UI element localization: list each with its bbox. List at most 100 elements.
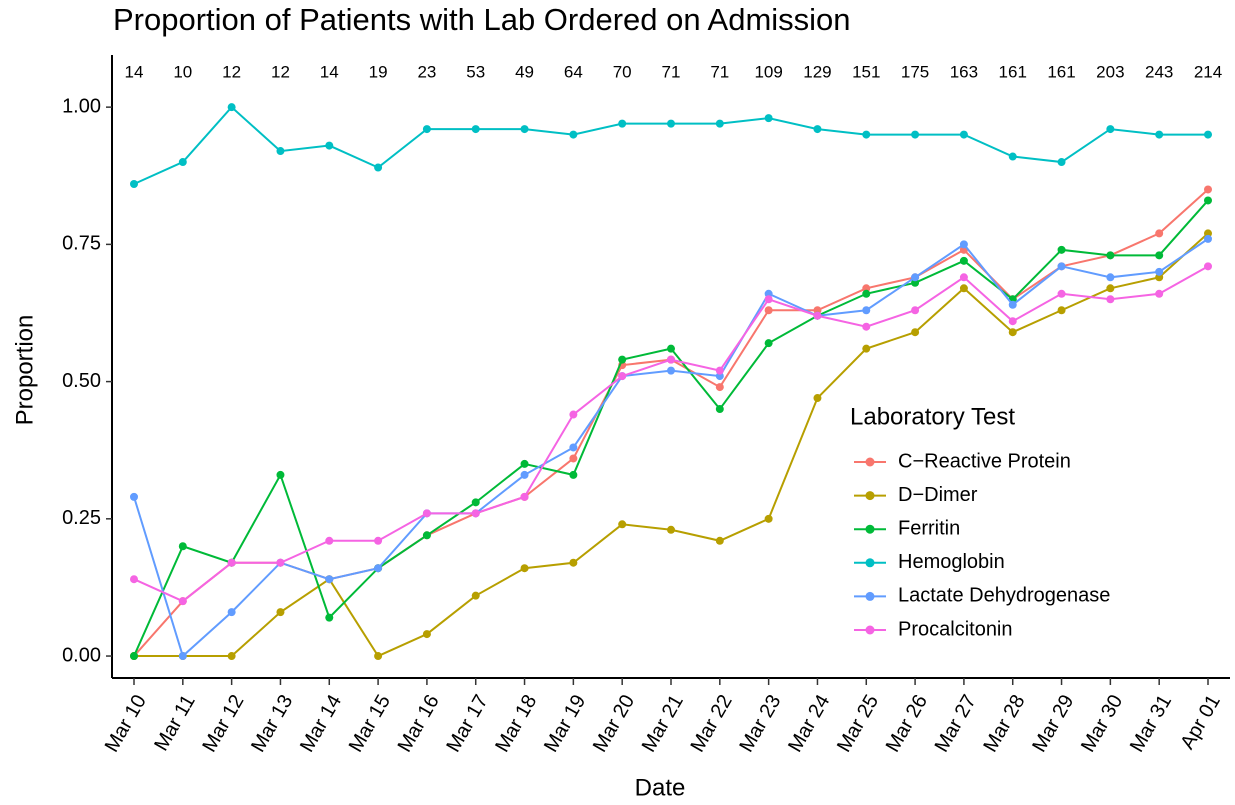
data-point — [422, 509, 431, 518]
data-point — [1155, 229, 1164, 238]
legend-label: D−Dimer — [898, 484, 978, 506]
count-label: 10 — [173, 62, 192, 81]
data-point — [569, 454, 578, 463]
data-point — [130, 492, 138, 501]
data-point — [667, 525, 675, 534]
y-tick-label: 0.25 — [62, 507, 101, 529]
x-tick-label: Mar 19 — [540, 691, 590, 756]
data-point — [959, 256, 968, 265]
legend-label: C−Reactive Protein — [898, 450, 1071, 472]
data-point — [1155, 267, 1164, 276]
data-point — [618, 355, 627, 364]
data-point — [520, 564, 529, 573]
x-tick-label: Mar 21 — [638, 691, 688, 756]
data-point — [1106, 125, 1115, 134]
x-tick-label: Mar 18 — [491, 691, 541, 756]
data-point — [911, 130, 920, 139]
data-point — [959, 273, 968, 282]
data-point — [1106, 273, 1115, 282]
data-point — [130, 575, 138, 584]
legend-key-point — [865, 625, 875, 635]
count-label: 14 — [320, 62, 339, 81]
data-point — [862, 130, 871, 139]
count-label: 163 — [950, 62, 978, 81]
x-tick-label: Mar 14 — [296, 691, 346, 756]
data-point — [813, 125, 822, 134]
count-label: 53 — [466, 62, 485, 81]
data-point — [911, 273, 920, 282]
data-point — [471, 591, 480, 600]
data-point — [764, 339, 773, 348]
data-point — [1057, 306, 1066, 315]
data-point — [959, 130, 968, 139]
x-tick-label: Mar 30 — [1077, 691, 1127, 756]
data-point — [1057, 262, 1066, 271]
x-tick-label: Mar 24 — [784, 691, 834, 756]
chart-title: Proportion of Patients with Lab Ordered … — [113, 2, 851, 37]
data-point — [1155, 289, 1164, 298]
count-label: 49 — [515, 62, 534, 81]
data-point — [227, 103, 236, 112]
data-point — [178, 597, 187, 606]
count-label: 71 — [710, 62, 729, 81]
data-point — [325, 575, 334, 584]
data-point — [764, 514, 773, 523]
data-point — [667, 355, 675, 364]
count-label: 19 — [369, 62, 388, 81]
data-point — [618, 119, 627, 128]
data-point — [374, 652, 383, 661]
x-tick-label: Mar 13 — [247, 691, 297, 756]
data-point — [764, 295, 773, 304]
x-tick-label: Mar 12 — [198, 691, 248, 756]
data-point — [178, 652, 187, 661]
data-point — [178, 542, 187, 551]
x-tick-label: Mar 26 — [882, 691, 932, 756]
data-point — [130, 652, 138, 661]
data-point — [715, 366, 724, 375]
x-tick-label: Mar 22 — [687, 691, 737, 756]
data-point — [1008, 152, 1017, 161]
data-point — [422, 630, 431, 639]
data-point — [764, 306, 773, 315]
data-point — [471, 125, 480, 134]
y-axis-label: Proportion — [11, 315, 38, 426]
data-point — [130, 179, 138, 188]
legend-key-point — [865, 558, 875, 568]
data-point — [227, 652, 236, 661]
data-point — [422, 531, 431, 540]
data-point — [1155, 273, 1164, 282]
data-point — [813, 311, 822, 320]
data-point — [715, 383, 724, 392]
data-point — [1204, 196, 1212, 205]
data-point — [276, 558, 285, 567]
data-point — [1106, 251, 1115, 260]
x-tick-label: Mar 15 — [345, 691, 395, 756]
count-label: 64 — [564, 62, 583, 81]
data-point — [325, 613, 334, 622]
data-point — [325, 141, 334, 150]
data-point — [813, 306, 822, 315]
data-point — [862, 289, 871, 298]
data-point — [911, 306, 920, 315]
data-point — [618, 520, 627, 529]
count-label: 161 — [999, 62, 1027, 81]
data-point — [1204, 229, 1212, 238]
x-tick-label: Mar 25 — [833, 691, 883, 756]
data-point — [911, 278, 920, 287]
data-point — [276, 147, 285, 156]
data-point — [227, 558, 236, 567]
count-label: 129 — [803, 62, 831, 81]
data-point — [667, 119, 675, 128]
data-point — [1204, 234, 1212, 243]
data-point — [715, 405, 724, 414]
count-label: 175 — [901, 62, 929, 81]
x-tick-label: Mar 11 — [150, 691, 199, 755]
data-point — [276, 470, 285, 479]
data-point — [862, 344, 871, 353]
count-label: 14 — [125, 62, 144, 81]
data-point — [569, 130, 578, 139]
data-point — [1155, 130, 1164, 139]
x-tick-label: Mar 28 — [979, 691, 1029, 756]
series-line — [133, 105, 1208, 185]
